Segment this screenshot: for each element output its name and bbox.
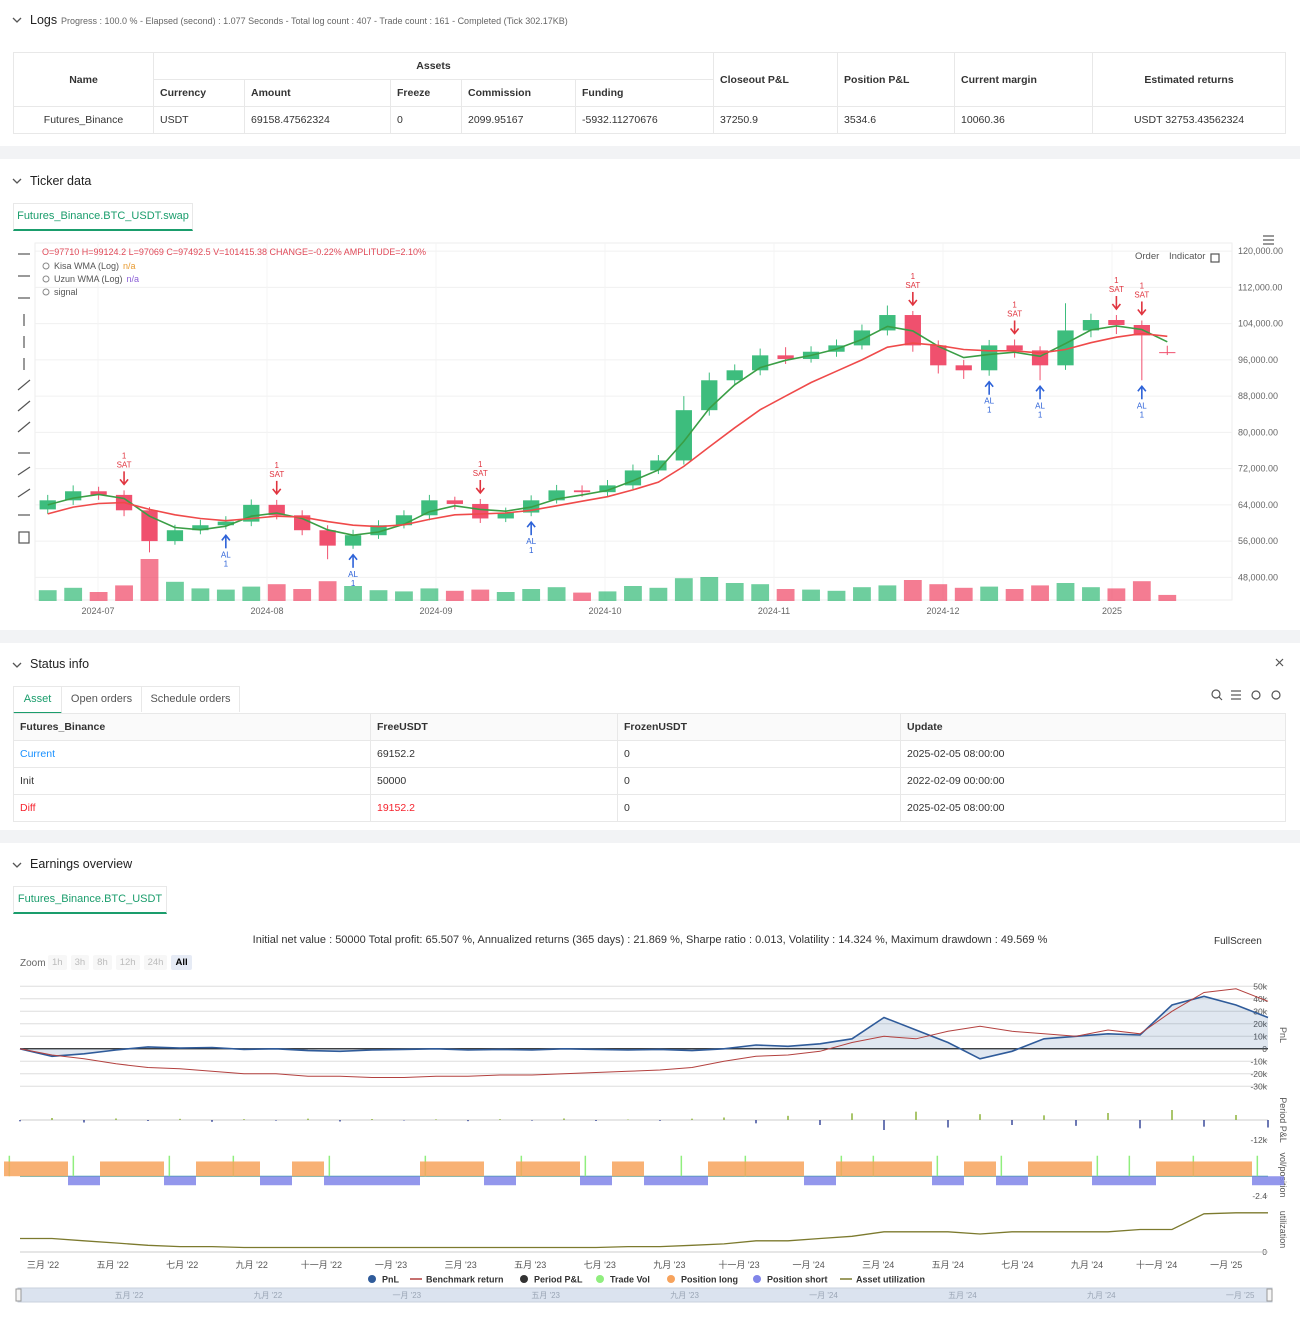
status-section: Status info Asset Open orders Schedule o… [0,643,1300,830]
header-cell: Commission [461,79,576,107]
header-cell: Current margin [954,52,1094,107]
header-cell: Futures_Binance [13,713,371,741]
cell: 69152.2 [370,740,618,768]
cell: 0 [617,767,901,795]
section-title: Status info [30,657,90,671]
zoom-button[interactable]: 24h [143,955,168,970]
zoom-button[interactable]: 1h [48,955,67,970]
header-cell: FrozenUSDT [617,713,901,741]
order-button[interactable]: Order [1131,249,1164,264]
cell: 2022-02-09 00:00:00 [900,767,1286,795]
cell: USDT [153,106,245,134]
cell: USDT 32753.43562324 [1092,106,1287,134]
ticker-section: Ticker data Futures_Binance.BTC_USDT.swa… [0,159,1300,630]
log-status: Progress : 100.0 % - Elapsed (second) : … [61,16,568,26]
header-cell: FreeUSDT [370,713,618,741]
section-title: Ticker data [30,174,92,188]
cell: 0 [390,106,462,134]
cell: 2025-02-05 08:00:00 [900,740,1286,768]
cell: 3534.6 [837,106,956,134]
cell: Current [13,740,371,768]
cell: Futures_Binance [13,106,154,134]
tab[interactable]: Asset [13,686,62,714]
zoom-button[interactable]: 12h [115,955,140,970]
cell: 69158.47562324 [244,106,391,134]
cell: 0 [617,794,901,822]
cell: 37250.9 [713,106,839,134]
zoom-label: Zoom [20,958,46,969]
assets-table: Name Assets Closeout P&L Position P&L Cu… [13,52,1287,134]
header-cell: Position P&L [837,52,956,107]
collapse-icon[interactable] [12,860,22,870]
cell: 0 [617,740,901,768]
collapse-icon[interactable] [12,660,22,670]
cell: Diff [13,794,371,822]
zoom-button[interactable]: All [171,955,192,970]
cell: Init [13,767,371,795]
cell: 2099.95167 [461,106,576,134]
indicator-button[interactable]: Indicator [1165,249,1210,264]
zoom-button[interactable]: 8h [93,955,112,970]
earnings-section: Earnings overview Futures_Binance.BTC_US… [0,843,1300,1323]
cell: 19152.2 [370,794,618,822]
cell: -5932.11270676 [574,106,715,134]
tab[interactable]: Futures_Binance.BTC_USDT.swap [13,203,193,231]
cell: 2025-02-05 08:00:00 [900,794,1286,822]
header-cell: Freeze [390,79,462,107]
section-title: Earnings overview [30,857,133,871]
section-title: Logs [30,13,58,27]
collapse-icon[interactable] [12,176,22,186]
tab[interactable]: Schedule orders [141,686,240,712]
logs-section: Logs Progress : 100.0 % - Elapsed (secon… [0,0,1300,146]
cell: 10060.36 [954,106,1094,134]
cell: 50000 [370,767,618,795]
header-cell: Closeout P&L [713,52,839,107]
tab[interactable]: Open orders [61,686,142,712]
header-cell: Funding [574,79,715,107]
header-cell: Estimated returns [1092,52,1287,107]
zoom-group: 1h 3h 8h 12h 24h All [48,955,192,970]
header-cell: Name [13,52,154,107]
zoom-button[interactable]: 3h [70,955,90,970]
tab[interactable]: Futures_Binance.BTC_USDT [13,886,167,914]
header-cell: Assets [152,52,715,80]
header-cell: Update [900,713,1286,741]
header-cell: Amount [244,79,391,107]
header-cell: Currency [153,79,245,107]
fullscreen-button[interactable]: FullScreen [1214,936,1262,947]
asset-table: Futures_Binance FreeUSDT FrozenUSDT Update … [13,713,1286,822]
collapse-icon[interactable] [12,15,22,25]
summary: Initial net value : 50000 Total profit: … [252,934,1048,946]
